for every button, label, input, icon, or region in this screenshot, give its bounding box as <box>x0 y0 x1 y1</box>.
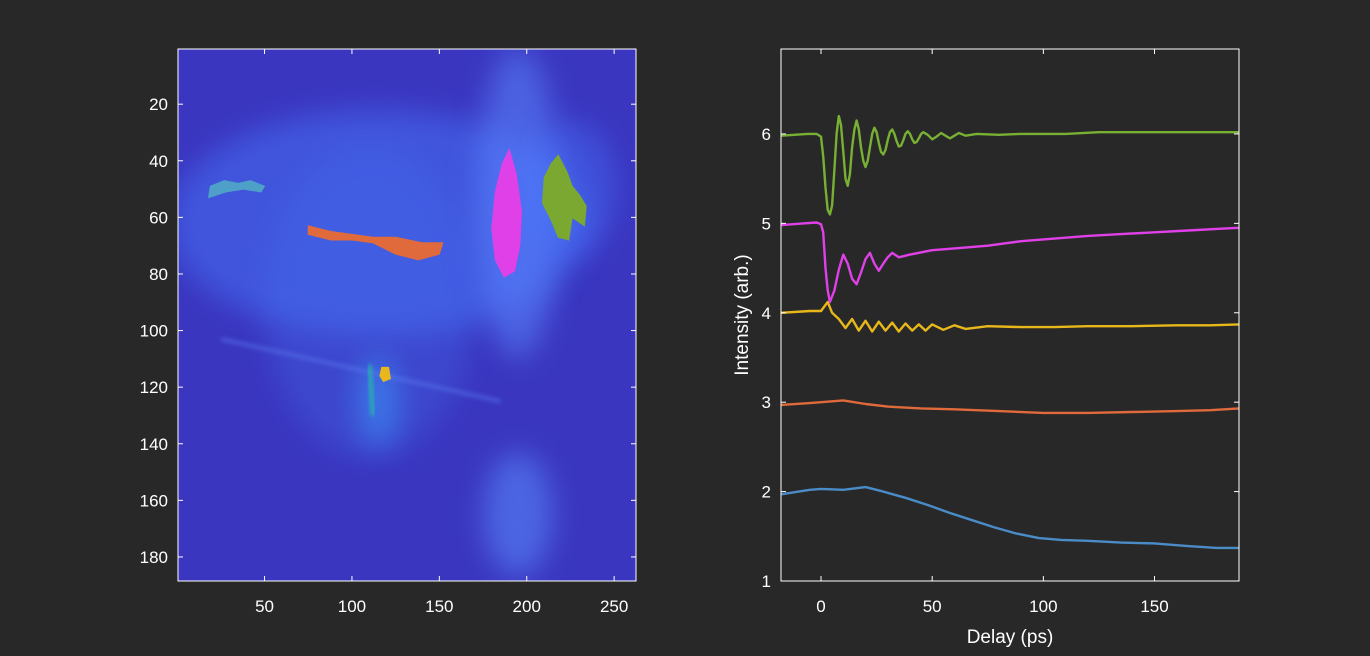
line-y-tick-label: 1 <box>762 572 771 591</box>
heatmap-y-tick-label: 120 <box>140 378 168 397</box>
y-axis-label: Intensity (arb.) <box>732 254 753 375</box>
heatmap-y-tick-label: 60 <box>149 208 168 227</box>
heatmap-streak-6 <box>220 337 501 404</box>
line-chart-plot-area <box>781 49 1239 581</box>
heatmap-y-tick-label: 140 <box>140 435 168 454</box>
line-x-tick-label: 0 <box>816 597 825 616</box>
series-line-3 <box>781 221 1239 304</box>
heatmap-axes-box <box>177 48 637 582</box>
heatmap-x-tick-label: 50 <box>255 597 274 616</box>
heatmap-streak-9 <box>367 364 375 416</box>
region-blue <box>207 180 266 199</box>
region-magenta <box>491 148 523 278</box>
heatmap-glow-4 <box>483 452 553 577</box>
series-line-4 <box>781 114 1239 216</box>
heatmap-y-tick-label: 20 <box>149 95 168 114</box>
line-y-tick-label: 2 <box>762 483 771 502</box>
region-green <box>541 154 587 241</box>
line-x-tick-label: 150 <box>1140 597 1168 616</box>
heatmap-x-tick-label: 150 <box>425 597 453 616</box>
line-y-tick-label: 3 <box>762 393 771 412</box>
x-axis-label: Delay (ps) <box>967 627 1054 648</box>
line-chart-axes-box <box>780 48 1240 582</box>
heatmap-panel: 50 100 150 200 250 20 40 60 80 100 120 140 160 180 <box>140 48 637 616</box>
line-chart-panel: 0 50 100 150 1 2 3 4 5 6 Delay (ps) Intensity (ar… <box>732 48 1240 648</box>
series-line-0 <box>781 485 1239 550</box>
heatmap-y-tick-label: 40 <box>149 152 168 171</box>
line-x-tick-label: 100 <box>1029 597 1057 616</box>
heatmap-x-tick-label: 100 <box>338 597 366 616</box>
heatmap-y-tick-label: 180 <box>140 548 168 567</box>
series-line-1 <box>781 399 1239 415</box>
heatmap-y-tick-label: 160 <box>140 491 168 510</box>
heatmap-glow-1 <box>264 146 475 458</box>
line-y-tick-label: 5 <box>762 214 771 233</box>
heatmap-y-tick-label: 100 <box>140 322 168 341</box>
heatmap-x-tick-label: 250 <box>600 597 628 616</box>
series-line-2 <box>781 300 1239 333</box>
line-y-tick-label: 6 <box>762 125 771 144</box>
heatmap-x-tick-label: 200 <box>513 597 541 616</box>
region-yellow <box>379 366 391 383</box>
region-orange <box>307 225 444 261</box>
heatmap-y-tick-label: 80 <box>149 265 168 284</box>
line-y-tick-label: 4 <box>762 304 771 323</box>
line-x-tick-label: 50 <box>923 597 942 616</box>
